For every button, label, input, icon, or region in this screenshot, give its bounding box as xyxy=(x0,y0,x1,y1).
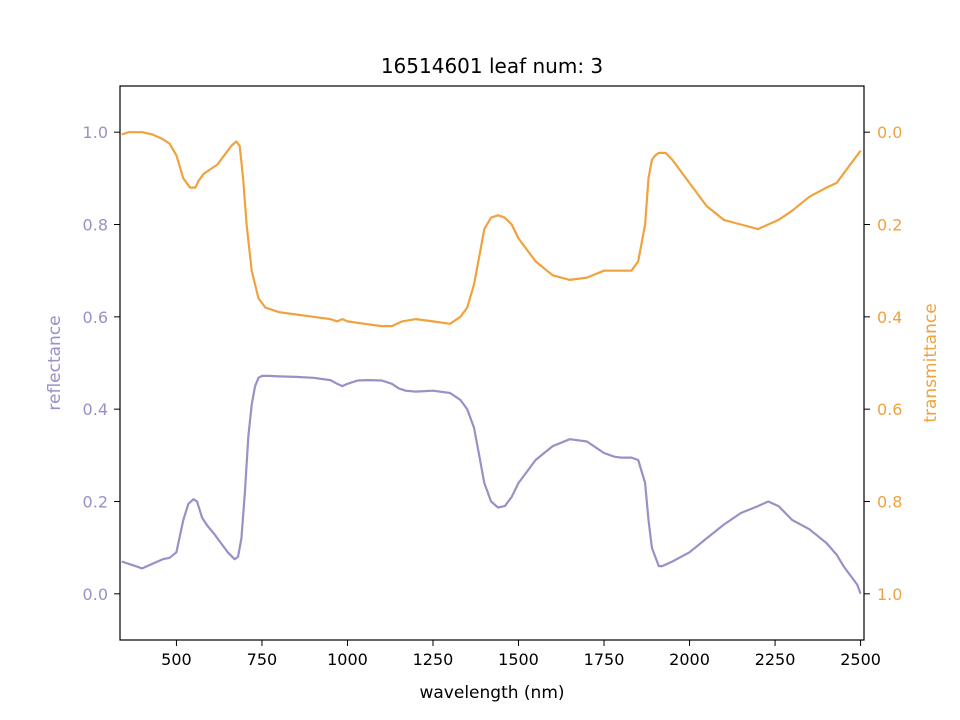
left-y-tick-label: 0.2 xyxy=(83,493,108,512)
chart-title: 16514601 leaf num: 3 xyxy=(381,54,603,78)
left-y-tick-label: 1.0 xyxy=(83,123,108,142)
x-tick-label: 2000 xyxy=(669,650,710,669)
x-tick-label: 2500 xyxy=(840,650,881,669)
left-y-axis-label: reflectance xyxy=(45,315,65,410)
x-tick-label: 1250 xyxy=(413,650,454,669)
x-tick-label: 1000 xyxy=(327,650,368,669)
x-axis: 500 750 1000 1250 1500 1750 2000 2250 2500 xyxy=(161,640,881,669)
right-y-tick-label: 0.0 xyxy=(877,123,902,142)
transmittance-series-line xyxy=(121,131,862,328)
plot-area xyxy=(121,131,862,595)
right-y-tick-label: 0.6 xyxy=(877,400,902,419)
x-tick-label: 2250 xyxy=(755,650,796,669)
x-tick-label: 1750 xyxy=(584,650,625,669)
right-y-tick-label: 1.0 xyxy=(877,585,902,604)
x-axis-label: wavelength (nm) xyxy=(419,683,564,703)
right-y-axis: 0.0 0.2 0.4 0.6 0.8 1.0 xyxy=(864,123,902,604)
plot-frame xyxy=(119,85,865,641)
right-y-axis-label: transmittance xyxy=(921,303,941,422)
x-tick-label: 750 xyxy=(247,650,278,669)
left-y-axis: 0.0 0.2 0.4 0.6 0.8 1.0 xyxy=(83,123,120,604)
left-y-tick-label: 0.8 xyxy=(83,216,108,235)
x-tick-label: 1500 xyxy=(498,650,539,669)
left-y-tick-label: 0.4 xyxy=(83,400,108,419)
reflectance-series-line xyxy=(121,374,862,595)
right-y-tick-label: 0.8 xyxy=(877,493,902,512)
x-tick-label: 500 xyxy=(161,650,192,669)
right-y-tick-label: 0.2 xyxy=(877,216,902,235)
right-y-tick-label: 0.4 xyxy=(877,308,902,327)
left-y-tick-label: 0.0 xyxy=(83,585,108,604)
left-y-tick-label: 0.6 xyxy=(83,308,108,327)
